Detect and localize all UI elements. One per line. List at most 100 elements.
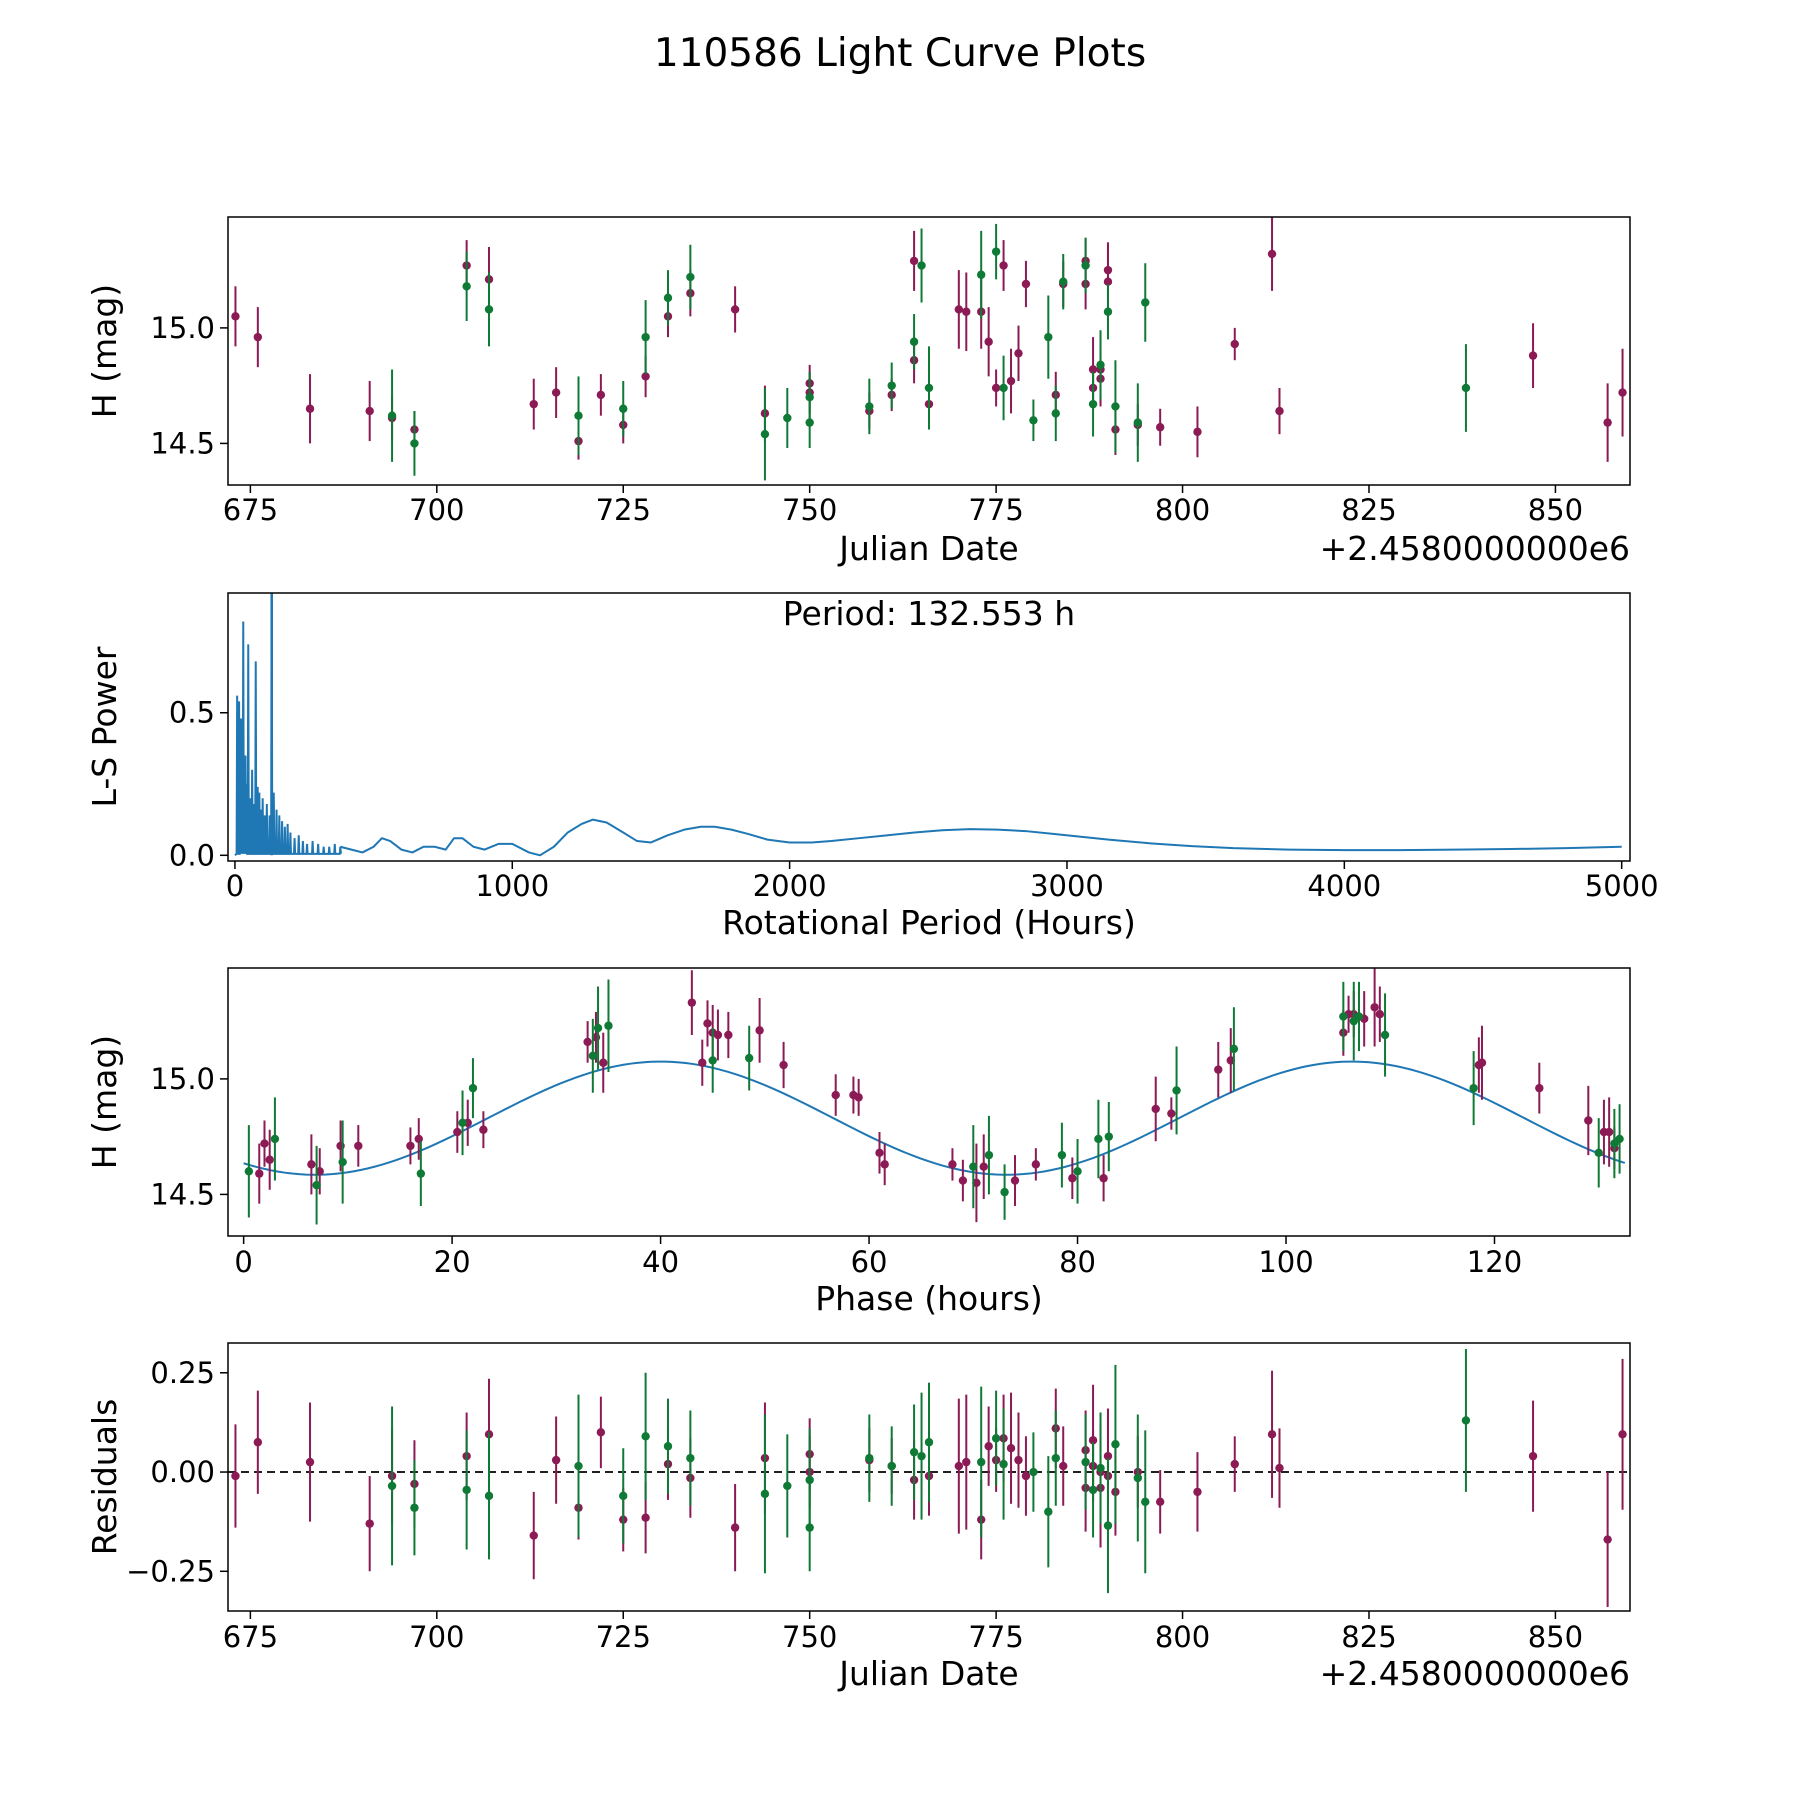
- data-point: [948, 1160, 957, 1169]
- x-axis-label: Julian Date: [837, 1654, 1019, 1693]
- data-point: [979, 1162, 988, 1171]
- data-point: [365, 1519, 374, 1528]
- data-point: [416, 1169, 426, 1178]
- data-point: [984, 1442, 993, 1451]
- data-point: [917, 1451, 926, 1461]
- data-point: [1111, 402, 1120, 411]
- data-point: [1594, 1148, 1603, 1158]
- x-tick-label: 750: [782, 1620, 837, 1654]
- data-point: [687, 998, 697, 1007]
- x-tick-label: 750: [782, 493, 837, 527]
- data-point: [969, 1162, 978, 1171]
- data-point: [387, 411, 397, 420]
- y-axis-label: H (mag): [85, 284, 124, 418]
- data-point: [1051, 1453, 1060, 1463]
- y-tick-label: 0.5: [169, 696, 215, 730]
- y-tick-label: 0.0: [169, 838, 215, 872]
- y-tick-label: 14.5: [150, 1177, 215, 1211]
- data-point: [760, 1489, 770, 1499]
- data-point: [1103, 1521, 1113, 1530]
- data-point: [479, 1125, 488, 1134]
- x-tick-label: 0: [226, 869, 244, 903]
- x-tick-label: 725: [596, 493, 651, 527]
- data-point: [593, 1023, 603, 1033]
- data-point: [529, 1531, 538, 1540]
- x-axis-offset-label: +2.4580000000e6: [1320, 529, 1630, 568]
- data-point: [984, 337, 993, 346]
- x-tick-label: 775: [968, 1620, 1023, 1654]
- plot-area: [243, 968, 1626, 1225]
- data-point: [744, 1053, 754, 1063]
- period-annotation: Period: 132.553 h: [783, 594, 1075, 633]
- data-point: [1068, 1174, 1077, 1183]
- data-point: [1155, 1497, 1165, 1507]
- data-point: [1214, 1065, 1223, 1074]
- data-point: [253, 1438, 263, 1447]
- data-series: [387, 1348, 1471, 1594]
- data-point: [596, 390, 606, 400]
- data-point: [708, 1056, 717, 1065]
- data-point: [1006, 1444, 1016, 1453]
- data-point: [574, 411, 583, 420]
- data-point: [641, 1513, 650, 1522]
- x-tick-label: 800: [1155, 1620, 1210, 1654]
- data-point: [599, 1058, 608, 1067]
- data-point: [468, 1083, 478, 1093]
- x-axis-label: Rotational Period (Hours): [722, 903, 1136, 942]
- data-point: [703, 1019, 712, 1028]
- data-point: [663, 293, 673, 303]
- data-point: [1103, 277, 1113, 286]
- data-point: [231, 1471, 240, 1481]
- data-point: [305, 1457, 315, 1467]
- data-point: [1044, 332, 1053, 342]
- periodogram-spikes: [234, 593, 342, 857]
- data-point: [641, 1432, 650, 1441]
- data-point: [641, 332, 650, 342]
- data-point: [406, 1141, 415, 1151]
- data-point: [354, 1141, 363, 1151]
- data-point: [1267, 1430, 1277, 1439]
- x-axis-label: Phase (hours): [815, 1279, 1043, 1318]
- data-point: [1167, 1109, 1176, 1118]
- data-point: [779, 1060, 788, 1070]
- data-point: [887, 1461, 896, 1471]
- data-point: [641, 372, 650, 381]
- data-point: [698, 1058, 707, 1067]
- data-point: [1014, 349, 1023, 358]
- data-point: [909, 337, 919, 346]
- data-point: [1103, 307, 1113, 316]
- data-point: [663, 1442, 673, 1451]
- y-tick-label: −0.25: [126, 1554, 215, 1588]
- data-point: [244, 1167, 254, 1176]
- x-tick-label: 2000: [753, 869, 827, 903]
- data-point: [1172, 1086, 1181, 1095]
- x-tick-label: 825: [1341, 493, 1396, 527]
- data-point: [619, 1491, 628, 1501]
- x-tick-label: 3000: [1030, 869, 1104, 903]
- y-tick-label: 15.0: [150, 1062, 215, 1096]
- data-point: [1081, 1457, 1090, 1467]
- data-point: [1230, 339, 1239, 349]
- lightcurve-panel: 675 700 725 750 775 800 825 850 14.5 15.0 Julian D…: [85, 216, 1631, 568]
- data-point: [783, 1481, 792, 1491]
- x-tick-label: 1000: [475, 869, 549, 903]
- data-point: [1275, 1463, 1284, 1473]
- data-point: [265, 1155, 274, 1164]
- data-point: [924, 1438, 934, 1447]
- data-point: [730, 1523, 740, 1532]
- data-series: [244, 979, 1624, 1225]
- data-point: [315, 1167, 324, 1176]
- data-point: [958, 1176, 968, 1185]
- x-tick-label: 800: [1155, 493, 1210, 527]
- data-point: [1006, 376, 1016, 386]
- data-point: [713, 1030, 723, 1040]
- data-point: [1088, 399, 1098, 409]
- data-point: [1275, 406, 1284, 416]
- data-point: [1226, 1056, 1235, 1065]
- data-point: [991, 247, 1001, 256]
- periodogram-curve: [340, 818, 1622, 857]
- data-point: [1528, 351, 1538, 360]
- data-point: [1584, 1116, 1593, 1125]
- data-point: [924, 383, 934, 393]
